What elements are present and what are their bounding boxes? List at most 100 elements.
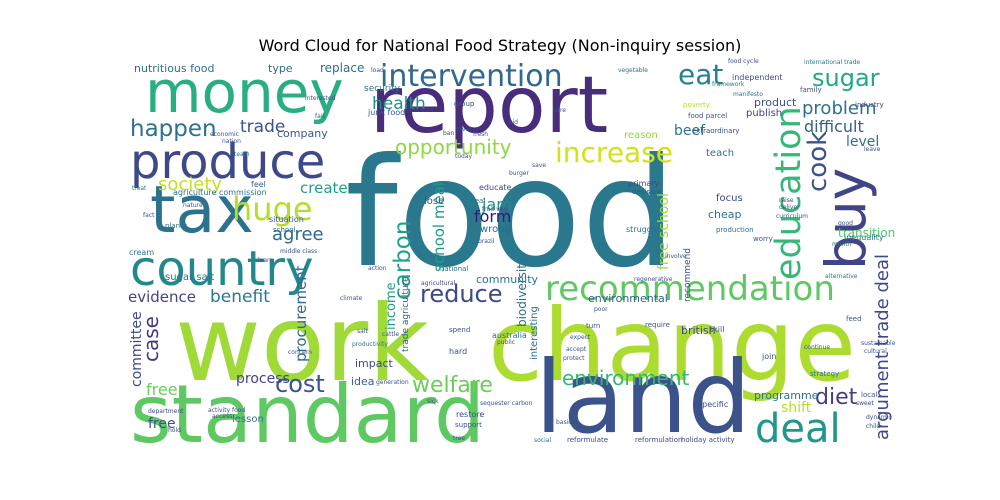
word-recommendation: recommendation: [545, 269, 835, 309]
word-impact: impact: [355, 357, 394, 370]
word-eat: eat: [678, 58, 723, 91]
word-raise: raise: [779, 197, 794, 204]
word-fresh: fresh: [473, 131, 488, 138]
word-environmental: environmental: [588, 292, 668, 305]
word-happen: happen: [130, 116, 217, 142]
word-protect: protect: [563, 355, 585, 362]
word-sugar-salt: sugar salt: [165, 272, 214, 283]
word-nutritious-food: nutritious food: [134, 62, 214, 75]
word-school: school: [273, 226, 295, 234]
word-cheap: cheap: [708, 208, 742, 221]
word-jam: jam: [481, 195, 512, 214]
word-month: month: [832, 241, 852, 248]
word-carbon: carbon: [390, 221, 416, 300]
word-feel: feel: [251, 180, 266, 189]
word-industry: industry: [855, 101, 884, 109]
word-diet: diet: [815, 385, 858, 410]
word-reason: reason: [624, 130, 658, 141]
word-agree: agree: [272, 224, 324, 245]
word-regenerative: regenerative: [634, 276, 673, 283]
word-poor: poor: [594, 306, 608, 313]
word-action: action: [368, 265, 387, 272]
word-production: production: [716, 226, 754, 234]
word-teach: teach: [706, 148, 734, 159]
word-wrong: wrong: [480, 224, 511, 235]
word-intervention: intervention: [380, 59, 563, 94]
word-international-trade: international trade: [804, 59, 860, 66]
word-treat: treat: [132, 185, 147, 192]
word-nature: nature: [183, 202, 203, 209]
word-involve: involve: [665, 253, 687, 260]
word-argument-trade-deal: argument trade deal: [872, 254, 893, 440]
word-leave: leave: [864, 146, 881, 153]
word-security: security: [364, 84, 401, 94]
word-national: national: [440, 265, 468, 273]
word-planet: planet: [165, 222, 187, 230]
word-health: health: [372, 94, 426, 114]
word-strategy: strategy: [810, 370, 839, 378]
word-transition: transition: [838, 226, 895, 240]
word-benefit: benefit: [210, 287, 270, 307]
word-free: free: [146, 380, 178, 399]
chart-title: Word Cloud for National Food Strategy (N…: [258, 36, 742, 55]
word-deliver: deliver: [779, 204, 800, 211]
word-agriculture-commission: agriculture commission: [173, 188, 267, 197]
word-poverty: poverty: [683, 101, 710, 109]
word-fat: fat: [598, 241, 608, 249]
word-cost: cost: [275, 370, 325, 398]
word-tree: tree: [453, 435, 465, 442]
word-load: load: [371, 67, 384, 74]
word-spend: spend: [449, 326, 470, 334]
word-care: care: [553, 107, 566, 114]
word-cook: cook: [803, 131, 833, 192]
word-real: real: [472, 197, 485, 205]
word-work: work: [175, 283, 429, 405]
word-good: good: [838, 220, 853, 227]
word-manifesto: manifesto: [733, 91, 763, 98]
word-beef: beef: [674, 123, 706, 139]
word-report: report: [370, 61, 608, 151]
word-form: form: [474, 207, 511, 226]
word-dynamic: dynamic: [866, 414, 892, 421]
word-restore: restore: [456, 410, 484, 419]
word-educate: educate: [479, 183, 512, 192]
word-problem: problem: [802, 98, 876, 119]
word-vegetable: vegetable: [618, 67, 648, 74]
word-free-school: free school: [656, 193, 672, 270]
word-nation: nation: [222, 138, 241, 145]
word-fruit-veg: fruit veg: [482, 206, 508, 213]
word-middle-class: middle class: [280, 248, 317, 255]
word-produce: produce: [130, 134, 325, 190]
word-generation: generation: [376, 379, 409, 386]
word-biodiversity: biodiversity: [515, 257, 529, 327]
word-cover: cover: [455, 126, 472, 133]
word-free: free: [148, 416, 176, 432]
word-junk-food: junk food: [367, 108, 405, 117]
word-feed: feed: [846, 315, 862, 323]
word-difficult: difficult: [804, 117, 864, 136]
word-burger: burger: [509, 170, 529, 177]
word-fact: fact: [143, 212, 155, 219]
word-idea: idea: [351, 375, 375, 388]
word-increase: increase: [555, 136, 673, 169]
word-salt: salt: [357, 328, 368, 335]
word-fair: fair: [315, 113, 325, 120]
word-join: join: [761, 352, 776, 361]
word-decision: decision: [632, 188, 661, 196]
word-replace: replace: [320, 61, 364, 75]
word-country: country: [130, 241, 314, 297]
word-independent: independent: [732, 73, 783, 82]
word-social: social: [534, 437, 551, 444]
word-alternative: alternative: [825, 273, 858, 280]
word-ban: ban: [443, 130, 454, 137]
word-community: community: [476, 273, 539, 286]
word-huge: huge: [232, 190, 313, 228]
word-case: case: [139, 316, 163, 362]
word-sugar: sugar: [812, 64, 880, 92]
word-british: british: [681, 324, 716, 337]
word-framework: framework: [712, 81, 745, 88]
word-food-cycle: food cycle: [728, 58, 759, 65]
word-kid: kid: [509, 119, 518, 126]
word-committee: committee: [129, 311, 145, 387]
word-basic: basic: [556, 419, 572, 426]
